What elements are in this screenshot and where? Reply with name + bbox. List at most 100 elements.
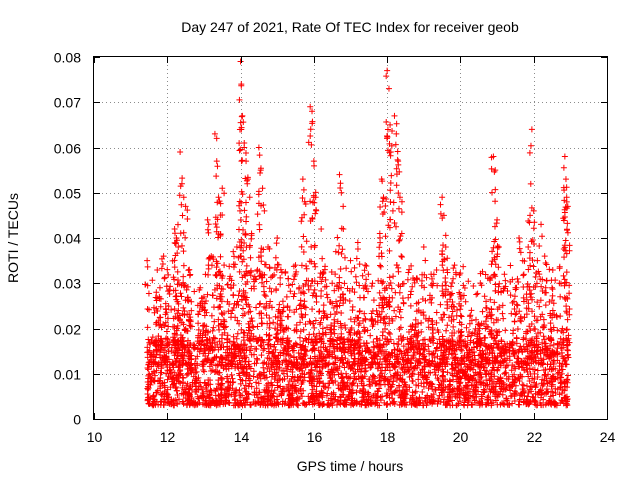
data-point <box>396 236 403 243</box>
data-point <box>283 293 290 300</box>
data-point <box>367 383 374 390</box>
data-point <box>164 266 171 273</box>
data-point <box>285 381 292 388</box>
data-point <box>538 221 545 228</box>
data-point <box>338 225 345 232</box>
data-point <box>337 265 344 272</box>
data-point <box>377 203 384 210</box>
data-point <box>152 372 159 379</box>
data-point <box>458 313 465 320</box>
data-point <box>257 169 264 176</box>
data-point <box>534 257 541 264</box>
data-points <box>142 58 573 409</box>
data-point <box>555 369 562 376</box>
x-tick-label: 16 <box>307 429 323 445</box>
data-point <box>156 284 163 291</box>
data-point <box>306 399 313 406</box>
data-point <box>390 273 397 280</box>
data-point <box>462 298 469 305</box>
data-point <box>395 237 402 244</box>
data-point <box>241 207 248 214</box>
data-point <box>349 381 356 388</box>
data-point <box>530 225 537 232</box>
data-point <box>354 246 361 253</box>
data-point <box>223 375 230 382</box>
data-point <box>171 225 178 232</box>
data-point <box>354 340 361 347</box>
data-point <box>349 307 356 314</box>
data-point <box>182 234 189 241</box>
data-point <box>170 397 177 404</box>
data-point <box>540 323 547 330</box>
data-point <box>340 391 347 398</box>
data-point <box>185 353 192 360</box>
data-point <box>412 401 419 408</box>
data-point <box>318 225 325 232</box>
data-point <box>433 266 440 273</box>
data-point <box>428 271 435 278</box>
data-point <box>253 304 260 311</box>
data-point <box>241 139 248 146</box>
data-point <box>393 120 400 127</box>
data-point <box>395 205 402 212</box>
data-point <box>400 343 407 350</box>
data-point <box>268 304 275 311</box>
data-point <box>180 262 187 269</box>
data-point <box>271 398 278 405</box>
data-point <box>353 279 360 286</box>
data-point <box>169 378 176 385</box>
data-point <box>377 367 384 374</box>
data-point <box>395 268 402 275</box>
data-point <box>348 268 355 275</box>
data-point <box>448 283 455 290</box>
data-point <box>339 246 346 253</box>
data-point <box>549 292 556 299</box>
data-point <box>540 402 547 409</box>
data-point <box>394 371 401 378</box>
data-point <box>324 401 331 408</box>
data-point <box>399 295 406 302</box>
data-point <box>553 402 560 409</box>
data-point <box>195 311 202 318</box>
data-point <box>451 367 458 374</box>
data-point <box>510 327 517 334</box>
data-point <box>243 218 250 225</box>
data-point <box>312 210 319 217</box>
data-point <box>428 351 435 358</box>
data-point <box>376 289 383 296</box>
data-point <box>392 141 399 148</box>
data-point <box>549 266 556 273</box>
data-point <box>461 399 468 406</box>
data-point <box>415 376 422 383</box>
data-point <box>341 254 348 261</box>
data-point <box>433 309 440 316</box>
data-point <box>525 244 532 251</box>
data-point <box>347 257 354 264</box>
data-point <box>144 306 151 313</box>
data-point <box>449 372 456 379</box>
data-point <box>549 307 556 314</box>
data-point <box>492 186 499 193</box>
data-point <box>221 262 228 269</box>
data-point <box>556 360 563 367</box>
data-point <box>526 365 533 372</box>
data-point <box>285 275 292 282</box>
data-point <box>326 380 333 387</box>
data-point <box>452 393 459 400</box>
data-point <box>243 371 250 378</box>
data-point <box>396 289 403 296</box>
data-point <box>334 234 341 241</box>
data-point <box>543 377 550 384</box>
data-point <box>460 292 467 299</box>
data-point <box>526 249 533 256</box>
data-point <box>560 164 567 171</box>
data-point <box>210 334 217 341</box>
data-point <box>401 379 408 386</box>
data-point <box>520 271 527 278</box>
data-point <box>439 282 446 289</box>
data-point <box>511 318 518 325</box>
data-point <box>540 316 547 323</box>
data-point <box>208 312 215 319</box>
data-point <box>168 348 175 355</box>
data-point <box>541 253 548 260</box>
